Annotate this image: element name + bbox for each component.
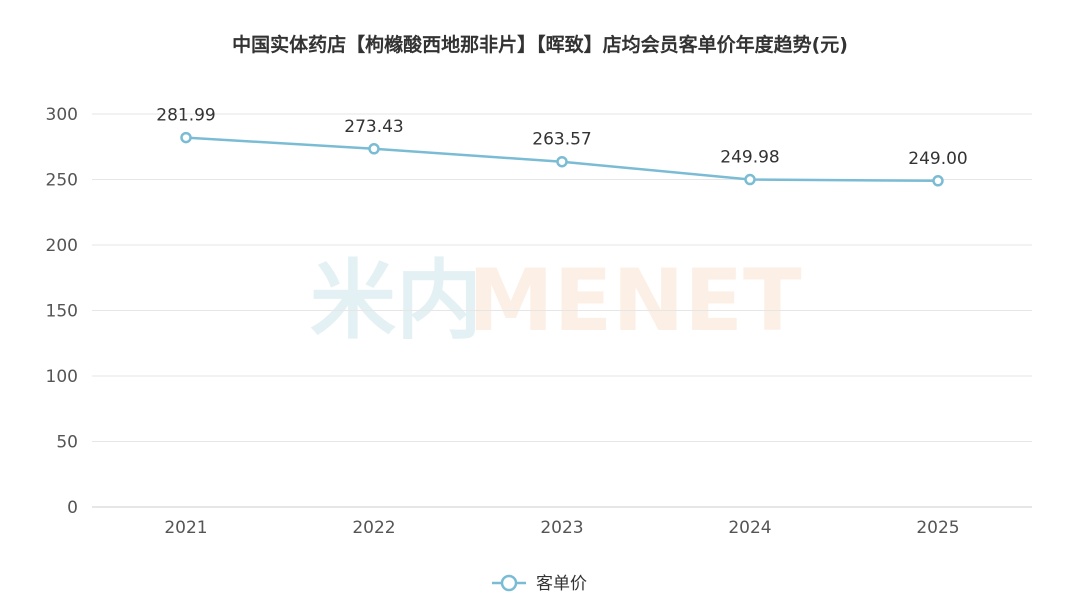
data-point[interactable]: [180, 131, 192, 144]
x-tick-label: 2023: [540, 518, 583, 538]
data-label: 263.57: [532, 130, 591, 150]
menet-watermark: 米内 MENET: [310, 251, 802, 351]
chart-title: 中国实体药店【枸橼酸西地那非片】【晖致】店均会员客单价年度趋势(元): [232, 33, 848, 56]
data-point[interactable]: [368, 143, 380, 155]
legend-circle-marker: [500, 574, 518, 592]
x-tick-label: 2022: [352, 518, 395, 538]
x-tick-label: 2025: [916, 518, 959, 538]
data-labels: 281.99 273.43 263.57 249.98 249.00: [156, 106, 967, 169]
legend-item-label: 客单价: [536, 574, 587, 594]
y-tick-label: 150: [46, 302, 78, 322]
gridlines: [92, 113, 1032, 508]
data-point[interactable]: [556, 155, 568, 168]
y-axis-ticks: 0 50 100 150 200 250 300: [46, 105, 78, 518]
y-tick-label: 300: [46, 105, 78, 125]
x-tick-label: 2024: [728, 518, 771, 538]
data-point[interactable]: [744, 173, 756, 186]
y-tick-label: 50: [56, 433, 78, 453]
data-label: 273.43: [344, 117, 403, 137]
y-tick-label: 0: [67, 498, 78, 518]
legend[interactable]: 客单价: [492, 574, 587, 594]
data-label: 249.00: [908, 149, 967, 169]
x-tick-label: 2021: [164, 518, 207, 538]
y-tick-label: 200: [46, 236, 78, 256]
watermark-cn-text: 米内: [310, 251, 482, 351]
series-客单价: [180, 131, 944, 187]
data-label: 249.98: [720, 148, 779, 168]
y-tick-label: 250: [46, 171, 78, 191]
data-point[interactable]: [932, 175, 944, 187]
x-axis-ticks: 2021 2022 2023 2024 2025: [164, 518, 959, 538]
data-label: 281.99: [156, 106, 215, 126]
watermark-en-text: MENET: [468, 251, 802, 351]
y-tick-label: 100: [46, 367, 78, 387]
